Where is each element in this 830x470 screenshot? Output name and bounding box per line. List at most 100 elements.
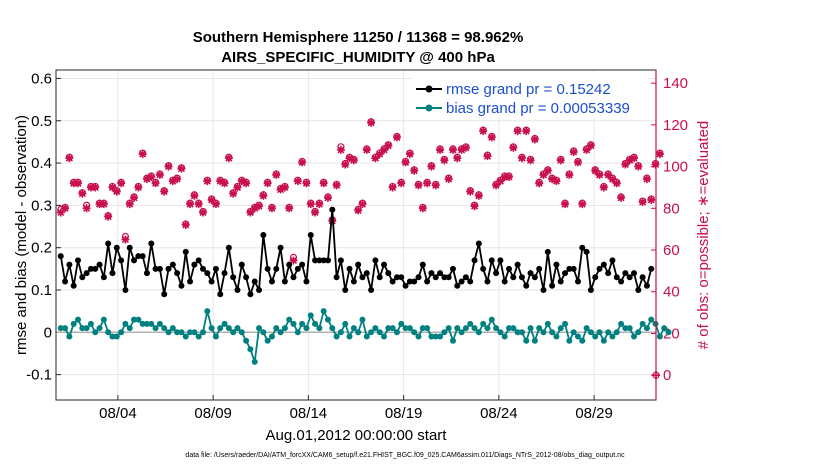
bias-point	[100, 316, 107, 323]
rmse-point	[251, 278, 258, 285]
rmse-point	[113, 244, 120, 251]
bias-point	[656, 333, 663, 340]
obs-evaluated-point	[211, 200, 220, 209]
obs-evaluated-point	[655, 150, 664, 159]
bias-point	[480, 320, 487, 327]
rmse-point	[626, 274, 633, 281]
rmse-point	[557, 278, 564, 285]
rmse-point	[221, 270, 228, 277]
bias-point	[527, 325, 534, 332]
y-tick-label: 0.3	[31, 197, 52, 214]
obs-evaluated-point	[181, 220, 190, 229]
obs-evaluated-point	[401, 158, 410, 167]
obs-evaluated-point	[323, 193, 332, 202]
obs-evaluated-point	[612, 179, 621, 188]
bias-point	[587, 329, 594, 336]
bias-point	[449, 337, 456, 344]
bias-point	[635, 329, 642, 336]
bias-point	[445, 325, 452, 332]
obs-evaluated-point	[470, 202, 479, 211]
obs-evaluated-point	[345, 154, 354, 163]
rmse-point	[212, 265, 219, 272]
bias-point	[70, 320, 77, 327]
bias-point	[549, 329, 556, 336]
bias-point	[333, 333, 340, 340]
obs-evaluated-point	[535, 179, 544, 188]
rmse-point	[131, 257, 138, 264]
bias-point	[105, 329, 112, 336]
bias-point	[467, 320, 474, 327]
rmse-point	[480, 265, 487, 272]
bias-point	[243, 337, 250, 344]
rmse-point	[553, 261, 560, 268]
rmse-point	[600, 261, 607, 268]
bias-point	[307, 312, 314, 319]
rmse-point	[415, 274, 422, 281]
bias-point	[424, 325, 431, 332]
bias-point	[212, 333, 219, 340]
obs-evaluated-point	[371, 154, 380, 163]
rmse-point	[165, 265, 172, 272]
rmse-point	[372, 257, 379, 264]
obs-evaluated-point	[629, 154, 638, 163]
bias-point	[592, 333, 599, 340]
obs-evaluated-point	[220, 179, 229, 188]
obs-evaluated-point	[194, 200, 203, 209]
rmse-point	[385, 270, 392, 277]
bias-point	[264, 337, 271, 344]
obs-evaluated-point	[250, 204, 259, 213]
rmse-point	[648, 265, 655, 272]
obs-evaluated-point	[466, 187, 475, 196]
rmse-point	[475, 240, 482, 247]
rmse-point	[234, 287, 241, 293]
y2-tick-label: 0	[663, 367, 671, 384]
bias-point	[230, 329, 237, 336]
rmse-point	[635, 287, 642, 293]
bias-point	[148, 320, 155, 327]
obs-evaluated-point	[186, 200, 195, 209]
bias-point	[113, 333, 120, 340]
obs-evaluated-point	[461, 143, 470, 152]
bias-point	[501, 333, 508, 340]
rmse-point	[592, 274, 599, 281]
bias-point	[156, 320, 163, 327]
rmse-point	[294, 265, 301, 272]
obs-evaluated-point	[142, 175, 151, 184]
rmse-point	[449, 265, 456, 272]
x-tick-label: 08/09	[194, 405, 232, 422]
rmse-point	[359, 274, 366, 281]
bias-point	[458, 329, 465, 336]
rmse-point	[587, 287, 594, 293]
obs-evaluated-point	[384, 141, 393, 150]
bias-point	[346, 333, 353, 340]
legend-bias-label: bias grand pr = 0.00053339	[446, 100, 630, 117]
bias-point	[299, 320, 306, 327]
obs-evaluated-point	[526, 156, 535, 165]
y-tick-label: 0	[44, 324, 52, 341]
rmse-point	[57, 253, 64, 260]
bias-point	[152, 325, 159, 332]
obs-evaluated-point	[56, 208, 65, 217]
bias-point	[195, 333, 202, 340]
bias-point	[648, 316, 655, 323]
bias-point	[428, 333, 435, 340]
obs-evaluated-point	[492, 181, 501, 190]
obs-evaluated-point	[539, 170, 548, 179]
obs-evaluated-point	[302, 179, 311, 188]
obs-evaluated-point	[216, 177, 225, 186]
obs-evaluated-point	[617, 193, 626, 202]
bias-point	[381, 333, 388, 340]
rmse-point	[510, 274, 517, 281]
bias-point	[251, 358, 258, 365]
bias-point	[475, 329, 482, 336]
rmse-point	[497, 257, 504, 264]
bias-point	[169, 325, 176, 332]
obs-evaluated-point	[61, 204, 70, 213]
rmse-point	[135, 253, 142, 260]
x-tick-label: 08/29	[575, 405, 613, 422]
bias-point	[471, 325, 478, 332]
rmse-point	[139, 253, 146, 260]
rmse-point	[143, 270, 150, 277]
y2-tick-label: 100	[663, 159, 688, 176]
